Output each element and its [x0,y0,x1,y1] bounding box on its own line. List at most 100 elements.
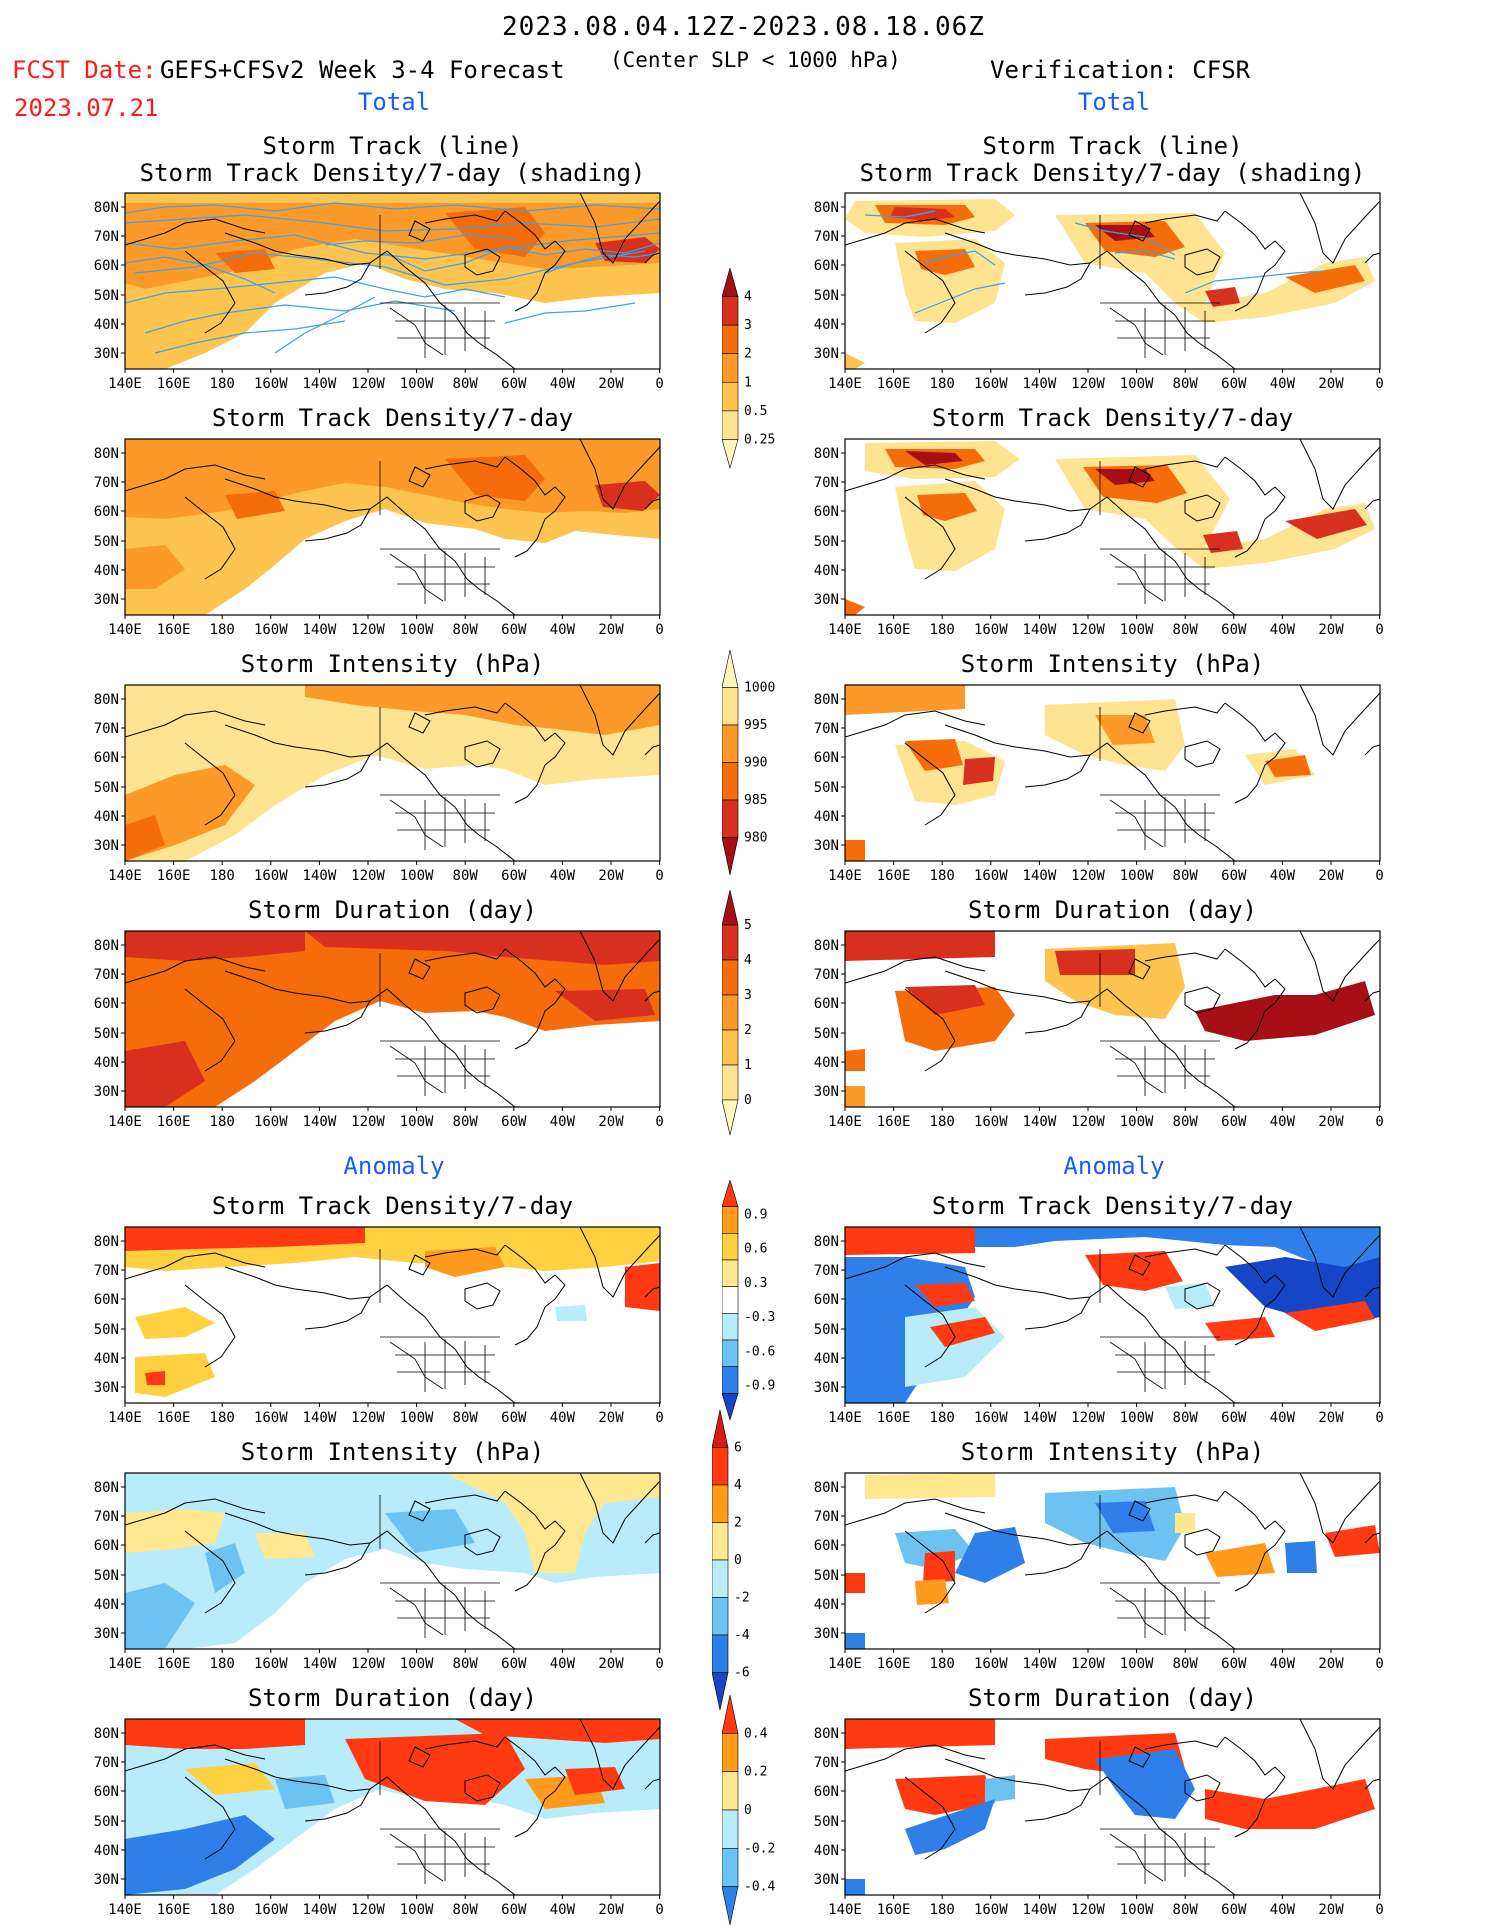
coastline [944,1758,1176,1842]
lon-label: 80W [1173,1114,1199,1130]
shading-region [1285,265,1365,293]
lat-label: 60N [814,996,839,1012]
coastline [1024,1542,1091,1576]
colorbar-svg: 4 3 2 1 0.5 0.25 [721,266,775,470]
storm-track-line [125,232,660,260]
state-border [395,566,495,585]
shading-region [845,1879,865,1895]
coastline [1364,252,1380,264]
coastline [454,1052,516,1107]
colorbar-svg: 1000 995 990 985 980 [721,649,775,876]
colorbar-segment [721,724,739,763]
shading-region [625,1263,660,1311]
lat-label: 60N [814,1784,839,1800]
map-frame [844,1718,1381,1896]
lon-label: 160W [254,1410,288,1426]
panel-title-verif-track: Storm Track (line) Storm Track Density/7-… [859,132,1366,187]
coastline [1184,494,1221,522]
lon-label: 140E [108,868,142,884]
state-border [1115,1600,1215,1619]
map-frame [124,1472,661,1650]
lat-label: 30N [814,1872,839,1888]
shading-region [345,1733,525,1805]
colorbar-label: 0 [734,1553,742,1568]
coastline [1184,986,1221,1014]
coastline [304,508,371,542]
coastline [1174,560,1236,615]
model-label: GEFS+CFSv2 Week 3-4 Forecast [160,56,565,84]
lon-label: 0 [1375,622,1383,638]
coastline [1184,740,1221,768]
coastline [454,314,516,369]
map-content [125,439,660,615]
state-border [395,320,495,339]
coastline [845,1498,986,1526]
map-content [845,1227,1380,1403]
lon-label: 140W [1023,622,1057,638]
lon-label: 140E [108,1902,142,1918]
state-border [389,1833,444,1882]
colorbar-svg: 5 4 3 2 1 0 [721,889,752,1136]
lon-label: 180 [930,1656,955,1672]
coastline [644,1778,660,1790]
coastline [579,1473,660,1544]
coastline [644,498,660,510]
map-panel-fcst-duration: 80N 70N 60N 50N 40N 30N 140E 160E 180 160W 140W 120… [80,930,675,1131]
state-border [424,1585,486,1638]
coastline [845,956,986,984]
lon-label: 60W [1221,1114,1247,1130]
coastline [1299,1227,1380,1298]
shading-region [565,1767,625,1795]
lon-label: 100W [400,1902,434,1918]
lon-label: 80W [453,868,479,884]
coastline [125,956,266,984]
colorbar-label: -0.3 [744,1310,775,1325]
map-plot-area: 80N 70N 60N 50N 40N 30N 140E 160E 180 160W 140W 120… [94,684,664,884]
lon-label: 40W [550,1902,576,1918]
lat-label: 50N [94,534,119,550]
lon-label: 140E [108,1114,142,1130]
lat-label: 60N [94,996,119,1012]
map-plot-area: 80N 70N 60N 50N 40N 30N 140E 160E 180 160W 140W 120… [814,192,1384,392]
lon-label: 140W [1023,1902,1057,1918]
coastline [1024,1000,1091,1034]
shading-region [923,1551,955,1583]
panel-title-fcst-track: Storm Track (line) Storm Track Density/7-… [139,132,646,187]
colorbar-segment [721,649,739,688]
lon-label: 120W [351,1656,385,1672]
lon-label: 140W [1023,1410,1057,1426]
shading-region [845,1633,865,1649]
coastline [408,1746,431,1768]
shading-region [125,545,185,589]
colorbar-label: -6 [734,1666,750,1681]
state-border [1144,305,1206,358]
colorbar-label: 1000 [744,681,775,696]
shading-region [845,353,865,369]
state-border [389,553,444,602]
shading-region [1055,949,1135,975]
coastline [1128,1254,1151,1276]
coastline [579,931,660,1002]
map-svg: 80N 70N 60N 50N 40N 30N 140E 160E 180 160W 140W 120… [94,930,664,1130]
section-anomaly-left: Anomaly [343,1152,445,1180]
shading-region [555,1305,587,1321]
coastline [504,1490,566,1592]
lat-label: 50N [94,780,119,796]
state-border [424,551,486,604]
colorbar-intensity-total: 1000 995 990 985 980 [721,649,792,881]
colorbar-label: 980 [744,831,767,846]
lat-label: 70N [94,967,119,983]
map-content [125,1227,660,1403]
storm-track-line [1074,222,1176,256]
lon-label: 120W [1071,868,1105,884]
shading-region [595,481,660,511]
state-border [1115,1058,1215,1077]
lon-label: 100W [1120,868,1154,884]
map-frame [124,930,661,1108]
colorbar-segment [711,1672,729,1711]
coastline [125,1498,266,1526]
coastline [1144,1244,1226,1258]
map-panel-verif-track: 80N 70N 60N 50N 40N 30N 140E 160E 180 160W 140W 120… [800,192,1395,393]
map-panel-verif-intensity: 80N 70N 60N 50N 40N 30N 140E 160E 180 160W 140W 120… [800,684,1395,885]
coastline [304,1296,371,1330]
